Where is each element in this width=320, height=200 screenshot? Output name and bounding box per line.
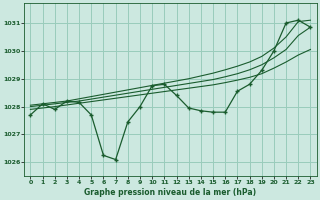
X-axis label: Graphe pression niveau de la mer (hPa): Graphe pression niveau de la mer (hPa)	[84, 188, 257, 197]
